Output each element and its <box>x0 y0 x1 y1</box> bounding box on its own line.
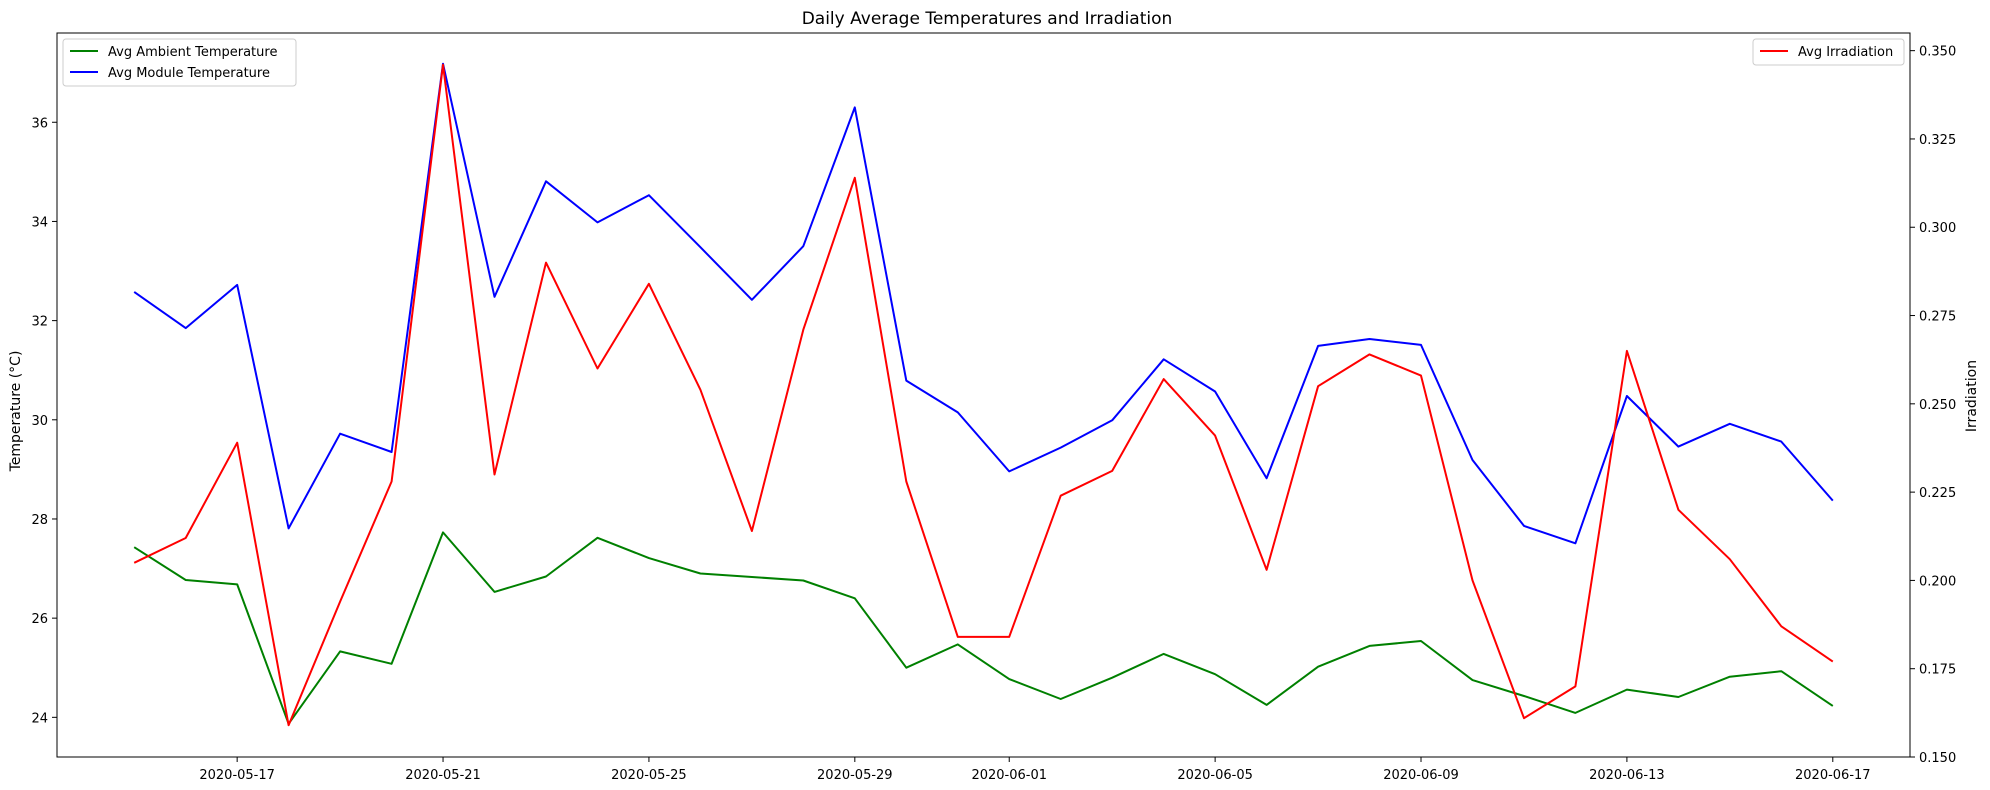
x-tick-label-5: 2020-06-05 <box>1177 768 1253 783</box>
series-layer <box>133 62 1834 727</box>
legend-left-box <box>62 38 297 87</box>
y-tick-label-right-8: 0.350 <box>1919 45 1956 60</box>
y-axis-label-right: Irradiation <box>1964 360 1980 432</box>
y-tick-label-right-4: 0.250 <box>1919 398 1956 413</box>
x-tick-label-3: 2020-05-29 <box>817 768 893 783</box>
y-axis-ticks-left: 24 26 28 30 32 34 36 <box>31 116 57 726</box>
legend-left-label-1: Avg Module Temperature <box>108 66 270 81</box>
legend-right: Avg Irradiation <box>1752 38 1905 66</box>
series-line-0 <box>133 531 1834 725</box>
y-tick-label-right-2: 0.200 <box>1919 574 1956 589</box>
y-tick-label-right-6: 0.300 <box>1919 221 1956 236</box>
y-tick-label-right-0: 0.150 <box>1919 751 1956 766</box>
legend-right-box <box>1752 38 1905 66</box>
y-tick-label-right-5: 0.275 <box>1919 310 1956 325</box>
x-tick-label-7: 2020-06-13 <box>1589 768 1665 783</box>
x-tick-label-4: 2020-06-01 <box>971 768 1047 783</box>
y-axis-label-left: Temperature (°C) <box>8 351 24 473</box>
y-tick-label-left-2: 28 <box>31 513 48 528</box>
y-tick-label-left-0: 24 <box>31 711 48 726</box>
y-tick-label-right-1: 0.175 <box>1919 663 1956 678</box>
y-tick-label-left-4: 32 <box>31 315 48 330</box>
series-line-2 <box>133 63 1834 727</box>
y-tick-label-right-3: 0.225 <box>1919 486 1956 501</box>
x-tick-label-2: 2020-05-25 <box>611 768 687 783</box>
x-tick-label-8: 2020-06-17 <box>1795 768 1871 783</box>
x-tick-label-0: 2020-05-17 <box>199 768 275 783</box>
y-tick-label-left-6: 36 <box>31 116 48 131</box>
y-tick-label-left-5: 34 <box>31 215 48 230</box>
legend-left: Avg Ambient Temperature Avg Module Temper… <box>62 38 297 87</box>
legend-right-label-0: Avg Irradiation <box>1798 45 1893 60</box>
y-tick-label-left-3: 30 <box>31 414 48 429</box>
y-axis-ticks-right: 0.150 0.175 0.200 0.225 0.250 0.275 0.300 0.325… <box>1910 45 1956 766</box>
x-axis-ticks: 2020-05-17 2020-05-21 2020-05-25 2020-05-29… <box>199 757 1871 783</box>
legend-left-label-0: Avg Ambient Temperature <box>108 45 277 60</box>
series-line-1 <box>133 62 1834 545</box>
chart-title: Daily Average Temperatures and Irradiati… <box>802 9 1173 29</box>
plot-area-frame <box>56 32 1911 758</box>
x-tick-label-1: 2020-05-21 <box>405 768 481 783</box>
x-tick-label-6: 2020-06-09 <box>1383 768 1459 783</box>
y-tick-label-left-1: 26 <box>31 612 48 627</box>
y-tick-label-right-7: 0.325 <box>1919 133 1956 148</box>
